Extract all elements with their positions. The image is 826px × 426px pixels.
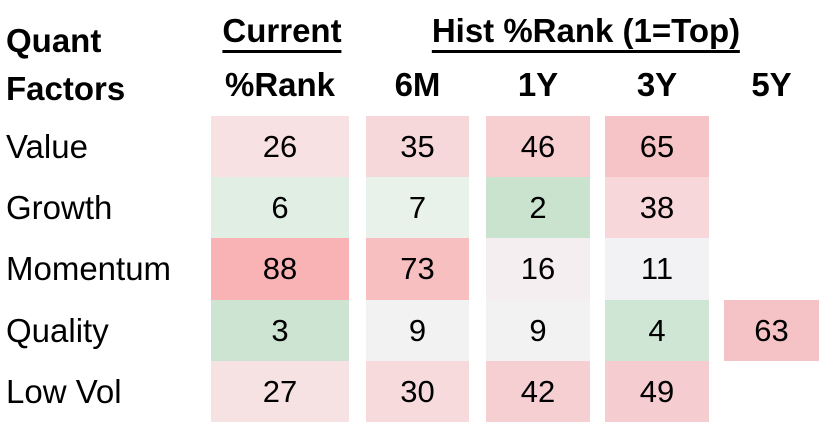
cell-low-vol-3y: 49 (605, 361, 709, 422)
cell-low-vol-current-rank: 27 (211, 361, 349, 422)
col-header-3y: 3Y (636, 66, 678, 103)
cell-momentum-3y: 11 (605, 238, 709, 300)
cell-growth-3y: 38 (605, 177, 709, 238)
table-corner-title: Quant Factors (6, 17, 125, 113)
cell-quality-1y: 9 (486, 300, 590, 361)
row-label-value: Value (6, 127, 88, 165)
row-label-quality: Quality (6, 311, 109, 349)
cell-quality-5y: 63 (724, 300, 819, 361)
cell-quality-3y: 4 (605, 300, 709, 361)
cell-quality-6m: 9 (366, 300, 469, 361)
corner-title-line2: Factors (6, 70, 126, 107)
group-header-hist-rank: Hist %Rank (1=Top) (431, 13, 741, 53)
col-header-1y: 1Y (517, 66, 559, 103)
cell-growth-current-rank: 6 (211, 177, 349, 238)
corner-title-line1: Quant (6, 22, 102, 59)
col-header-6m: 6M (394, 66, 441, 103)
row-label-low-vol: Low Vol (6, 372, 122, 410)
row-label-growth: Growth (6, 188, 113, 226)
group-header-current: Current (222, 13, 342, 53)
cell-momentum-6m: 73 (366, 238, 469, 300)
cell-low-vol-1y: 42 (486, 361, 590, 422)
cell-momentum-current-rank: 88 (211, 238, 349, 300)
cell-low-vol-6m: 30 (366, 361, 469, 422)
cell-value-current-rank: 26 (211, 116, 349, 177)
cell-value-1y: 46 (486, 116, 590, 177)
cell-growth-1y: 2 (486, 177, 590, 238)
cell-value-3y: 65 (605, 116, 709, 177)
cell-value-6m: 35 (366, 116, 469, 177)
cell-momentum-1y: 16 (486, 238, 590, 300)
row-label-momentum: Momentum (6, 250, 172, 287)
cell-growth-6m: 7 (366, 177, 469, 238)
col-header-5y: 5Y (751, 66, 792, 103)
col-header-current-rank: %Rank (224, 66, 336, 103)
cell-quality-current-rank: 3 (211, 300, 349, 361)
